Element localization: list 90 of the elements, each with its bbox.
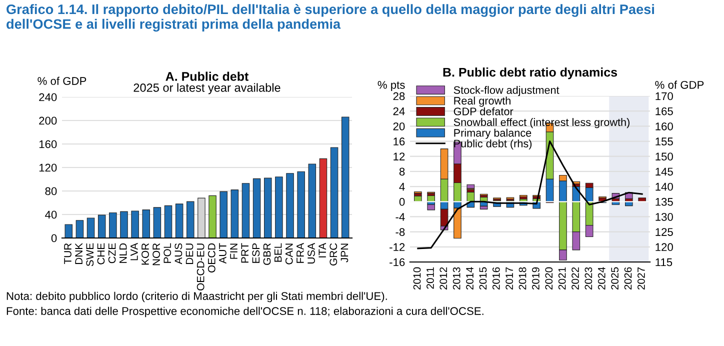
chart-title: A. Public debt [166, 72, 249, 81]
y-axis-title: % of GDP [38, 76, 86, 85]
legend-label: Primary balance [454, 128, 532, 139]
x-tick-label: 2023 [584, 267, 592, 290]
x-tick-label: ITA [318, 242, 326, 258]
x-tick-label: PRT [241, 243, 248, 263]
x-tick-label: 2022 [572, 267, 579, 290]
x-tick-label: OECD [208, 243, 216, 272]
y-tick-label: 120 [39, 164, 57, 172]
x-tick-label: NOR [152, 243, 160, 266]
x-tick-label: CHE [97, 243, 105, 264]
x-tick-label: TUR [64, 243, 72, 264]
legend-label: Real growth [454, 96, 510, 107]
source-note: Fonte: banca dati delle Prospettive economiche dell'OCSE n. 118; elaborazioni a cura dell'OCSE. [6, 306, 484, 318]
y2-tick-label: 120 [656, 243, 673, 252]
y-tick-label: 0 [399, 198, 405, 206]
x-tick-label: KOR [142, 243, 149, 265]
x-tick-label: GBR [263, 243, 271, 265]
y-tick-label: 16 [394, 138, 405, 146]
y2-tick-label: 160 [656, 122, 673, 130]
x-tick-label: FIN [230, 244, 238, 259]
x-tick-label: 2017 [506, 267, 514, 290]
text: Grafico 1.14. Il rapporto debito/PIL dell'Italia è superiore a quello della maggior parte degli altri Paesi dell'OCSE e ai livelli registrati prima della pandemia [6, 4, 654, 32]
x-tick-label: AUT [219, 243, 226, 264]
y2-tick-label: 125 [656, 228, 673, 236]
x-tick-label: LVA [130, 242, 138, 260]
y-tick-label: 160 [39, 140, 57, 148]
x-tick-label: SWE [86, 243, 94, 266]
y-tick-label: 80 [45, 187, 57, 196]
y-tick-label: 12 [394, 152, 405, 160]
y2-tick-label: 140 [656, 182, 673, 191]
chart-title: B. Public debt ratio dynamics [443, 67, 618, 80]
y-tick-label: 28 [393, 92, 405, 100]
x-tick-label: FRA [296, 242, 304, 263]
y2-tick-label: 135 [656, 198, 673, 206]
y-tick-label: 0 [51, 234, 57, 242]
y-tick-label: -12 [390, 243, 405, 251]
x-tick-label: 2016 [492, 267, 500, 290]
y-tick-label: 40 [45, 210, 57, 219]
y2-tick-label: 150 [656, 152, 673, 160]
x-tick-label: BEL [274, 243, 282, 262]
chart-subtitle: 2025 or latest year available [134, 83, 280, 94]
legend-label: Snowball effect (interest less growth) [454, 118, 630, 128]
y-tick-label: -16 [390, 258, 405, 266]
x-tick-label: 2021 [558, 267, 566, 290]
x-tick-label: JPN [340, 244, 348, 262]
legend-label: GDP defator [454, 107, 514, 116]
y2-tick-label: 155 [656, 138, 673, 146]
y2-tick-label: 170 [656, 92, 673, 100]
x-tick-label: USA [308, 242, 315, 264]
y2-tick-label: 165 [656, 107, 673, 116]
y-tick-label: 8 [399, 168, 405, 176]
x-tick-label: 2026 [624, 267, 632, 290]
y-tick-label: -4 [396, 213, 405, 221]
x-tick-label: CAN [285, 244, 293, 264]
x-tick-label: GRC [330, 243, 338, 266]
x-tick-label: 2019 [532, 267, 540, 290]
text: Nota: debito pubblico lordo (criterio di Maastricht per gli Stati membri dell'UE). [6, 292, 387, 302]
x-tick-label: 2025 [611, 267, 619, 290]
y-tick-label: 240 [39, 93, 57, 102]
y2-axis-title: % of GDP [655, 80, 704, 89]
y-tick-label: 24 [393, 107, 405, 116]
x-tick-label: DNK [75, 242, 82, 264]
x-tick-label: CZE [108, 243, 116, 264]
y-axis-title: % pts [378, 81, 405, 92]
legend-label: Stock-flow adjustment [454, 86, 560, 96]
y2-tick-label: 115 [656, 258, 672, 266]
x-tick-label: NLD [120, 243, 127, 263]
x-tick-label: 2027 [638, 267, 645, 290]
x-tick-label: 2011 [426, 267, 434, 289]
x-tick-label: 2015 [479, 267, 487, 290]
x-tick-label: 2024 [598, 267, 606, 290]
y-tick-label: 20 [393, 122, 405, 130]
x-tick-label: POL [164, 243, 172, 263]
x-tick-label: 2014 [466, 267, 474, 290]
y-tick-label: 200 [39, 116, 57, 125]
y2-tick-label: 145 [656, 168, 673, 176]
x-tick-label: 2013 [452, 267, 460, 290]
x-tick-label: 2010 [413, 267, 421, 290]
x-tick-label: DEU [186, 244, 194, 264]
y2-tick-label: 130 [656, 212, 673, 221]
x-tick-label: 2018 [518, 267, 526, 290]
x-tick-label: ESP [252, 243, 260, 263]
y-tick-label: 4 [399, 182, 405, 191]
x-tick-label: 2012 [440, 267, 448, 290]
x-tick-label: AUS [174, 243, 182, 264]
x-tick-label: 2020 [545, 267, 553, 290]
y-tick-label: -8 [396, 228, 405, 236]
x-tick-label: OECD-EU [196, 244, 204, 290]
legend-label: Public debt (rhs) [454, 139, 532, 150]
